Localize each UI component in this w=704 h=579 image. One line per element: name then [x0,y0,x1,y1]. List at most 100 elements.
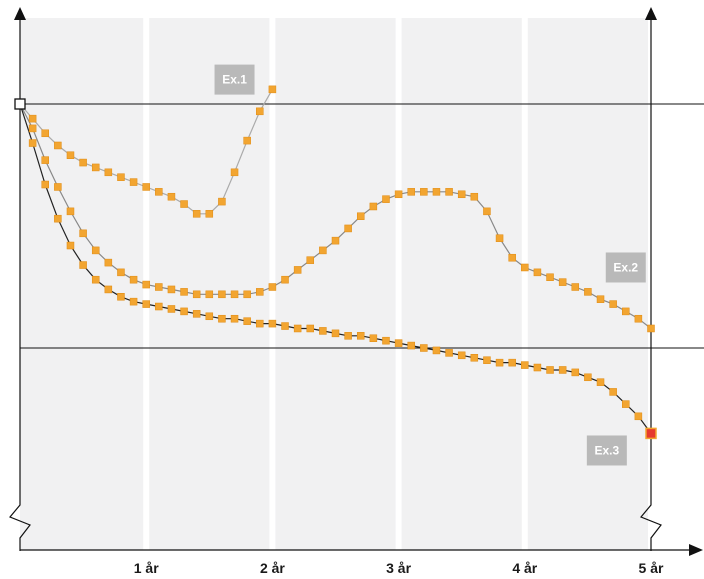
data-point [584,288,592,296]
data-point [243,317,251,325]
series-label: Ex.3 [594,443,619,457]
data-point [91,246,100,255]
data-point [533,363,542,372]
background-band [527,18,648,550]
data-point [356,212,365,220]
data-point [28,114,37,123]
data-point [331,329,340,338]
data-point [142,300,150,308]
data-point [129,275,138,284]
data-point [256,319,264,328]
data-point [192,290,201,299]
data-point [394,190,403,199]
data-point [180,200,188,208]
data-point [41,156,49,164]
data-point [66,207,75,216]
data-point [54,183,62,191]
data-point [293,266,302,274]
data-point [634,412,643,421]
data-point [331,236,340,245]
data-point [546,366,554,374]
data-point [622,400,630,408]
data-point [28,124,37,133]
data-point [445,188,453,196]
data-point [268,85,277,94]
data-point [180,307,188,316]
series-labels: Ex.1 Ex.2 Ex.3 [214,64,646,466]
data-point [571,283,580,291]
data-point [268,319,277,328]
data-point [508,253,516,262]
data-point [41,129,49,138]
data-point [319,246,327,255]
data-point [142,183,150,191]
x-tick-label: 2 år [260,560,285,576]
data-point [445,349,453,357]
data-point [167,305,176,313]
data-point [79,229,87,238]
data-point [155,188,163,196]
data-point [369,202,378,211]
series-label-box [214,64,255,95]
data-point [256,107,264,116]
data-point [142,280,150,289]
data-point [243,290,251,299]
data-point [155,283,163,291]
data-point [521,361,529,369]
data-point [647,324,655,333]
data-point [470,354,479,362]
x-tick-label: 1 år [134,560,159,576]
data-point [369,334,378,342]
data-point [609,388,617,396]
data-point [104,258,113,267]
data-point [495,234,504,242]
x-axis-arrow [689,544,703,556]
y-axis-arrow-right [645,7,657,20]
data-point [470,192,479,201]
series-label-box [586,435,627,466]
data-point [495,358,504,367]
end-point [645,427,657,440]
reference-lines [20,103,704,349]
data-point [344,332,352,340]
data-point [66,241,75,250]
data-point [117,173,125,181]
data-point [180,288,188,296]
data-point [54,214,62,223]
data-point [319,327,327,335]
data-point [571,368,580,377]
data-point [420,344,428,352]
series-label-box [605,252,646,283]
data-point [230,314,239,323]
data-point [79,261,87,269]
data-point [508,358,516,367]
data-point [306,256,315,264]
data-point [192,310,201,318]
x-tick-label: 5 år [639,560,664,576]
x-tick-label: 3 år [386,560,411,576]
data-point [243,136,251,145]
data-point [230,168,239,177]
data-point [205,210,214,218]
background-band [275,18,396,550]
series-markers [14,85,657,440]
data-point [54,141,62,150]
data-point [117,268,125,277]
data-point [533,268,542,277]
data-point [205,312,214,321]
data-point [167,192,176,201]
data-point [558,278,567,286]
data-point [432,346,441,355]
data-point [457,190,466,199]
data-point [344,224,352,233]
data-point [91,163,100,172]
data-point [609,300,617,308]
data-point [483,207,491,216]
data-point [104,168,113,177]
data-point [281,322,289,330]
data-point [293,324,302,333]
data-point [407,188,415,196]
x-tick-labels: 1 år 2 år 3 år 4 år 5 år [134,560,664,576]
data-point [521,263,529,272]
